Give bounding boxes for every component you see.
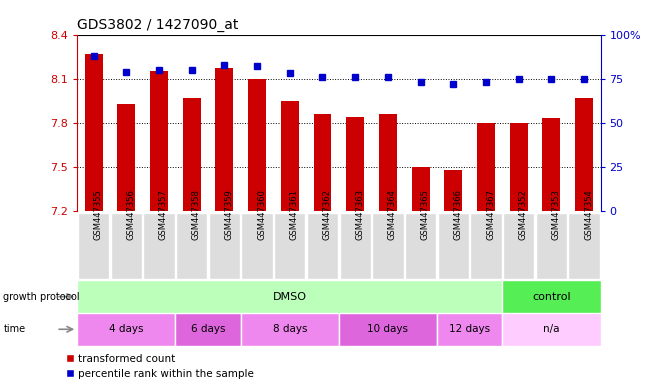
FancyBboxPatch shape bbox=[209, 213, 240, 279]
FancyBboxPatch shape bbox=[175, 313, 241, 346]
Bar bbox=[575, 98, 593, 211]
FancyBboxPatch shape bbox=[437, 213, 469, 279]
Text: GSM447355: GSM447355 bbox=[93, 189, 103, 240]
Bar bbox=[444, 170, 462, 211]
Text: n/a: n/a bbox=[544, 324, 560, 334]
Text: GSM447362: GSM447362 bbox=[323, 189, 331, 240]
FancyBboxPatch shape bbox=[503, 213, 535, 279]
Text: 10 days: 10 days bbox=[368, 324, 409, 334]
Text: GSM447367: GSM447367 bbox=[486, 189, 495, 240]
FancyBboxPatch shape bbox=[503, 280, 601, 313]
Text: GSM447359: GSM447359 bbox=[224, 189, 234, 240]
Text: 8 days: 8 days bbox=[272, 324, 307, 334]
Bar bbox=[117, 104, 136, 211]
Bar bbox=[411, 167, 429, 211]
Text: GSM447358: GSM447358 bbox=[192, 189, 201, 240]
Bar bbox=[248, 79, 266, 211]
Bar bbox=[379, 114, 397, 211]
Bar bbox=[183, 98, 201, 211]
Bar bbox=[215, 68, 234, 211]
Bar bbox=[313, 114, 331, 211]
Text: GSM447365: GSM447365 bbox=[421, 189, 429, 240]
Text: GSM447356: GSM447356 bbox=[126, 189, 136, 240]
FancyBboxPatch shape bbox=[176, 213, 207, 279]
FancyBboxPatch shape bbox=[143, 213, 174, 279]
FancyBboxPatch shape bbox=[535, 213, 567, 279]
FancyBboxPatch shape bbox=[274, 213, 305, 279]
FancyBboxPatch shape bbox=[339, 313, 437, 346]
Text: GDS3802 / 1427090_at: GDS3802 / 1427090_at bbox=[77, 18, 238, 32]
Text: GSM447363: GSM447363 bbox=[355, 189, 364, 240]
Text: GSM447357: GSM447357 bbox=[159, 189, 168, 240]
Text: GSM447353: GSM447353 bbox=[552, 189, 560, 240]
Text: 4 days: 4 days bbox=[109, 324, 144, 334]
FancyBboxPatch shape bbox=[77, 313, 175, 346]
Text: 6 days: 6 days bbox=[191, 324, 225, 334]
FancyBboxPatch shape bbox=[437, 313, 503, 346]
FancyBboxPatch shape bbox=[78, 213, 109, 279]
Bar bbox=[542, 119, 560, 211]
Bar bbox=[346, 117, 364, 211]
Text: time: time bbox=[3, 324, 25, 334]
Text: GSM447352: GSM447352 bbox=[519, 189, 528, 240]
Text: GSM447354: GSM447354 bbox=[584, 189, 593, 240]
Legend: transformed count, percentile rank within the sample: transformed count, percentile rank withi… bbox=[66, 354, 254, 379]
Bar bbox=[85, 54, 103, 211]
FancyBboxPatch shape bbox=[111, 213, 142, 279]
FancyBboxPatch shape bbox=[77, 280, 503, 313]
Bar bbox=[510, 123, 528, 211]
FancyBboxPatch shape bbox=[340, 213, 371, 279]
Text: GSM447361: GSM447361 bbox=[290, 189, 299, 240]
Text: growth protocol: growth protocol bbox=[3, 291, 80, 302]
Text: GSM447360: GSM447360 bbox=[257, 189, 266, 240]
Text: GSM447366: GSM447366 bbox=[454, 189, 462, 240]
FancyBboxPatch shape bbox=[372, 213, 404, 279]
FancyBboxPatch shape bbox=[568, 213, 600, 279]
Bar bbox=[280, 101, 299, 211]
FancyBboxPatch shape bbox=[405, 213, 436, 279]
FancyBboxPatch shape bbox=[470, 213, 502, 279]
Text: GSM447364: GSM447364 bbox=[388, 189, 397, 240]
Text: DMSO: DMSO bbox=[273, 291, 307, 302]
FancyBboxPatch shape bbox=[242, 213, 273, 279]
FancyBboxPatch shape bbox=[241, 313, 339, 346]
Bar bbox=[477, 123, 495, 211]
FancyBboxPatch shape bbox=[503, 313, 601, 346]
Text: 12 days: 12 days bbox=[449, 324, 491, 334]
Text: control: control bbox=[532, 291, 571, 302]
Bar bbox=[150, 71, 168, 211]
FancyBboxPatch shape bbox=[307, 213, 338, 279]
